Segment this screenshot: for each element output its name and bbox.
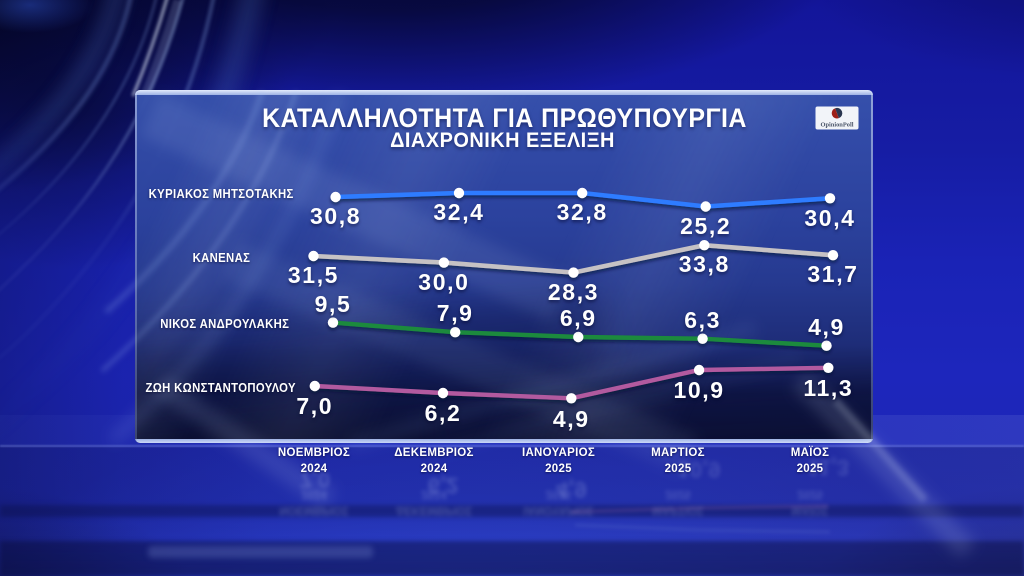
svg-text:OpinionPoll: OpinionPoll (820, 121, 853, 128)
